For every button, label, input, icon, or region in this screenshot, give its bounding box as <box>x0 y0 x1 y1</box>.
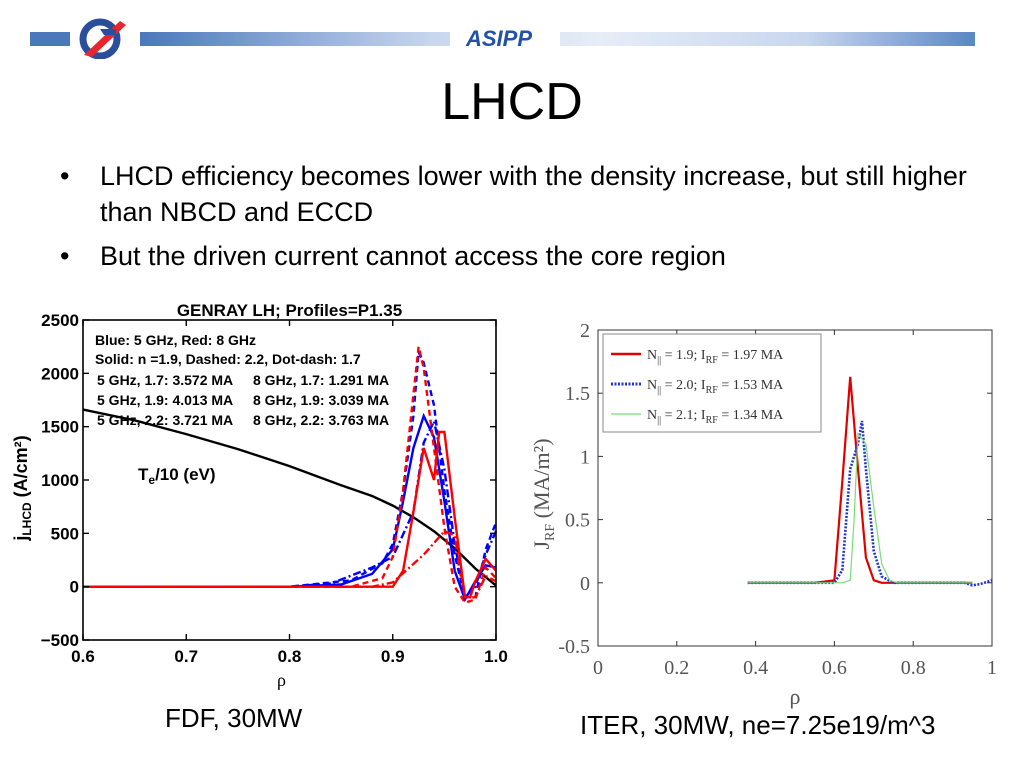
x-tick-label: 0.2 <box>664 657 689 679</box>
te-main: T <box>138 465 149 484</box>
y-label-main: j <box>11 536 31 542</box>
legend-i-sub: RF <box>706 355 719 366</box>
y-tick-label: 1500 <box>41 418 79 437</box>
y-tick-label: 0 <box>70 578 79 597</box>
te-rest: /10 (eV) <box>155 465 215 484</box>
annotation: 5 GHz, 1.9: 4.013 MA <box>97 392 233 408</box>
y-tick-label: 2000 <box>41 364 79 383</box>
legend-i-sub: RF <box>706 415 719 426</box>
annotation: 5 GHz, 1.7: 3.572 MA <box>97 372 233 388</box>
x-tick-label: 0.9 <box>381 647 405 666</box>
x-tick-label: 0.4 <box>743 657 768 679</box>
legend-n: N <box>647 348 657 363</box>
x-tick-label: 1.0 <box>484 647 508 666</box>
series-line-6 <box>83 529 497 599</box>
legend-label: N|| = 2.1; IRF = 1.34 MA <box>647 408 784 426</box>
series-line-1 <box>83 412 497 603</box>
series-line-1 <box>747 420 993 587</box>
y-label-unit: (MA/m²) <box>529 438 554 523</box>
bullet-item: • But the driven current cannot access th… <box>60 238 980 274</box>
annotation: 8 GHz, 1.7: 1.291 MA <box>253 372 389 388</box>
genray-chart: GENRAY LH; Profiles=P1.35 2500 2000 1500 100… <box>11 301 508 690</box>
legend-i-val: = 1.97 MA <box>718 348 784 363</box>
y-tick-label: 1 <box>580 446 590 468</box>
legend-label: N|| = 2.0; IRF = 1.53 MA <box>647 378 784 396</box>
y-tick-label: 500 <box>51 524 79 543</box>
legend-i-sub: RF <box>706 385 719 396</box>
x-tick-label: 1 <box>987 657 997 679</box>
legend: N|| = 1.9; IRF = 1.97 MAN|| = 2.0; IRF =… <box>602 333 822 433</box>
annotation: Solid: n =1.9, Dashed: 2.2, Dot-dash: 1.… <box>95 351 361 367</box>
legend-label: N|| = 1.9; IRF = 1.97 MA <box>647 348 784 366</box>
annotation: 5 GHz, 2.2: 3.721 MA <box>97 412 233 428</box>
annotation: Blue: 5 GHz, Red: 8 GHz <box>95 332 256 348</box>
y-label-main: J <box>529 541 554 550</box>
x-axis-label: ρ <box>790 684 801 709</box>
bullet-icon: • <box>60 161 70 191</box>
x-tick-label: 0.6 <box>822 657 847 679</box>
y-tick-label: 2 <box>580 320 590 342</box>
legend-n-sub: || <box>657 415 661 426</box>
y-axis-label: jLHCD (A/cm²) <box>11 435 34 541</box>
legend-n-sub: || <box>657 385 661 396</box>
bullet-icon: • <box>60 241 70 271</box>
x-tick-label: 0 <box>593 657 603 679</box>
legend-n-val: = 2.1; I <box>661 408 706 423</box>
series-line-4 <box>83 430 497 599</box>
asipp-logo-icon <box>79 18 126 59</box>
series-line-0 <box>747 376 973 584</box>
slide-title: LHCD <box>441 73 583 131</box>
bullet-text: LHCD efficiency becomes lower with the d… <box>100 161 967 227</box>
annotation: 8 GHz, 2.2: 3.763 MA <box>253 412 389 428</box>
caption-left: FDF, 30MW <box>165 703 303 733</box>
series-line-5 <box>83 346 497 605</box>
legend-i-val: = 1.34 MA <box>718 408 784 423</box>
te-sub: e <box>148 473 155 487</box>
bullet-text: But the driven current cannot access the… <box>100 241 726 271</box>
y-tick-label: 0 <box>580 573 590 595</box>
series-line-3 <box>83 417 498 600</box>
bullet-item: • LHCD efficiency becomes lower with the … <box>60 158 980 230</box>
legend-n-val: = 1.9; I <box>661 348 706 363</box>
y-axis-label: JRF (MA/m²) <box>529 438 558 549</box>
annotation: 8 GHz, 1.9: 3.039 MA <box>253 392 389 408</box>
y-label-sub: RF <box>543 524 558 541</box>
x-tick-label: 0.7 <box>174 647 198 666</box>
chart-title: GENRAY LH; Profiles=P1.35 <box>177 301 402 320</box>
y-tick-label: −500 <box>41 631 79 650</box>
x-axis-label: ρ <box>277 670 286 690</box>
x-tick-label: 0.8 <box>901 657 926 679</box>
legend-n: N <box>647 408 657 423</box>
legend-i-val: = 1.53 MA <box>718 378 784 393</box>
header-bar-left <box>30 32 70 46</box>
y-tick-label: -0.5 <box>558 636 590 658</box>
bullet-list: • LHCD efficiency becomes lower with the … <box>60 158 980 282</box>
y-tick-label: 1.5 <box>565 383 590 405</box>
y-tick-label: 0.5 <box>565 510 590 532</box>
x-tick-label: 0.6 <box>71 647 95 666</box>
series-line-2 <box>747 431 973 584</box>
y-tick-label: 1000 <box>41 471 79 490</box>
x-tick-label: 0.8 <box>278 647 302 666</box>
caption-right: ITER, 30MW, ne=7.25e19/m^3 <box>580 710 936 740</box>
y-label-sub: LHCD <box>20 502 34 536</box>
legend-n: N <box>647 378 657 393</box>
y-label-unit: (A/cm²) <box>11 435 31 502</box>
legend-n-sub: || <box>657 355 661 366</box>
te-label: Te/10 (eV) <box>138 465 216 487</box>
legend-n-val: = 2.0; I <box>661 378 706 393</box>
y-tick-label: 2500 <box>41 311 79 330</box>
org-name: ASIPP <box>466 26 533 51</box>
header-bar-mask <box>450 32 560 46</box>
